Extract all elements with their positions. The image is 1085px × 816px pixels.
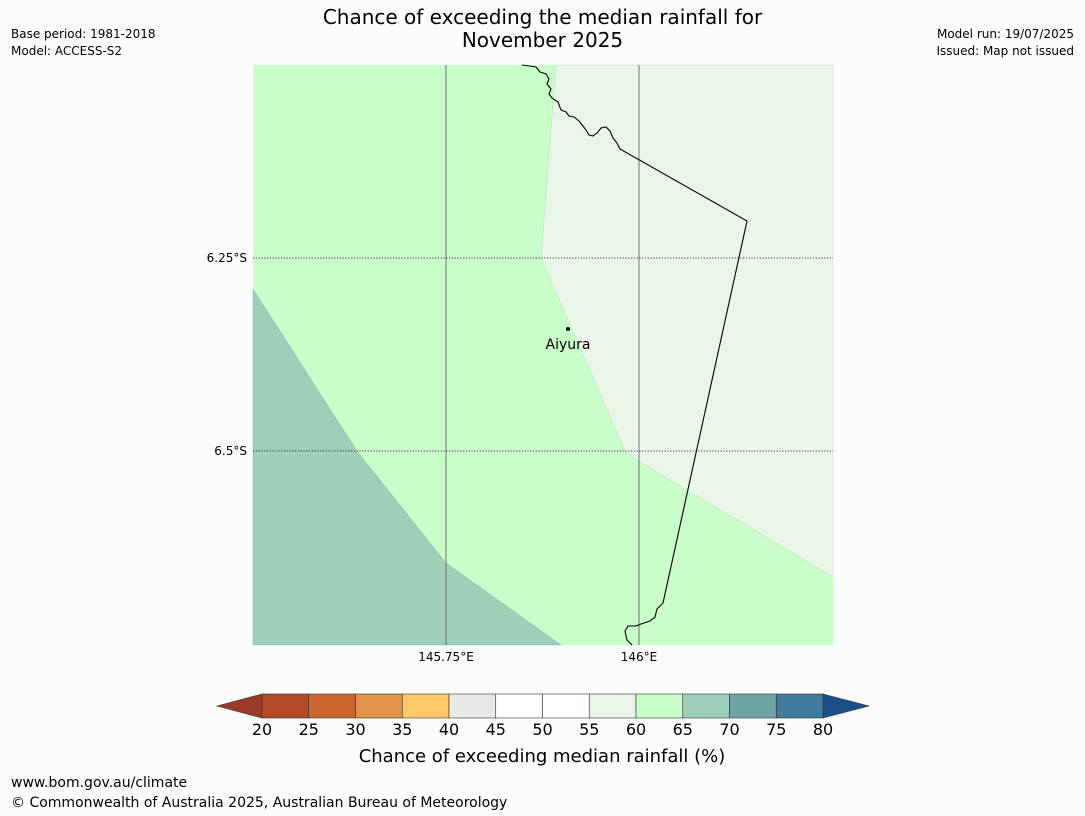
title-line-2: November 2025 <box>461 28 624 52</box>
base-period-text: Base period: 1981-2018 <box>11 27 156 41</box>
colorbar-cell <box>635 693 684 719</box>
colorbar-tick-label: 35 <box>392 720 412 739</box>
model-text: Model: ACCESS-S2 <box>11 44 123 58</box>
meta-left: Base period: 1981-2018 Model: ACCESS-S2 <box>11 26 156 60</box>
place-marker <box>566 327 570 331</box>
region-55-60 <box>540 64 834 578</box>
colorbar-tick-label: 20 <box>252 720 272 739</box>
footer-url: www.bom.gov.au/climate <box>11 775 188 791</box>
colorbar-cell <box>495 693 543 719</box>
colorbar-over-arrow <box>822 693 871 719</box>
footer-copyright: © Commonwealth of Australia 2025, Austra… <box>11 795 508 811</box>
colorbar-tick-label: 60 <box>626 720 646 739</box>
region-65-70 <box>252 288 562 646</box>
colorbar-tick-label: 70 <box>719 720 739 739</box>
colorbar-cell <box>682 693 730 719</box>
colorbar-label: Chance of exceeding median rainfall (%) <box>359 746 726 767</box>
meta-right: Model run: 19/07/2025 Issued: Map not is… <box>936 26 1074 60</box>
lat-label-6-5: 6.5°S <box>214 444 247 458</box>
colorbar-tick-label: 55 <box>579 720 599 739</box>
colorbar-cell <box>261 693 310 719</box>
colorbar-tick-label: 80 <box>813 720 833 739</box>
lon-label-146: 146°E <box>621 650 658 664</box>
model-run-text: Model run: 19/07/2025 <box>936 27 1074 41</box>
colorbar-tick-label: 45 <box>486 720 506 739</box>
title-line-1: Chance of exceeding the median rainfall … <box>322 5 763 29</box>
colorbar-cell <box>729 693 777 719</box>
colorbar-ticks: 20 25 30 35 40 45 50 55 60 65 70 75 80 <box>252 720 833 739</box>
colorbar-cells <box>261 693 824 719</box>
lon-label-145-75: 145.75°E <box>418 650 474 664</box>
place-label: Aiyura <box>546 337 591 353</box>
colorbar: 20 25 30 35 40 45 50 55 60 65 70 75 80 Chance of exc… <box>215 693 871 767</box>
colorbar-tick-label: 50 <box>532 720 552 739</box>
colorbar-tick-label: 40 <box>439 720 459 739</box>
lat-label-6-25: 6.25°S <box>207 251 247 265</box>
map-title: Chance of exceeding the median rainfall … <box>0 6 1085 52</box>
colorbar-tick-label: 75 <box>766 720 786 739</box>
colorbar-cell <box>401 693 450 719</box>
colorbar-under-arrow <box>215 693 263 719</box>
colorbar-cell <box>355 693 403 719</box>
map-area: Aiyura <box>252 64 834 646</box>
colorbar-cell <box>542 693 590 719</box>
colorbar-cell <box>775 693 824 719</box>
colorbar-tick-label: 65 <box>673 720 693 739</box>
colorbar-cell <box>448 693 497 719</box>
province-boundary <box>521 64 748 646</box>
colorbar-cell <box>588 693 637 719</box>
colorbar-cell <box>308 693 356 719</box>
colorbar-tick-label: 30 <box>345 720 365 739</box>
issued-text: Issued: Map not issued <box>936 44 1074 58</box>
colorbar-tick-label: 25 <box>299 720 319 739</box>
